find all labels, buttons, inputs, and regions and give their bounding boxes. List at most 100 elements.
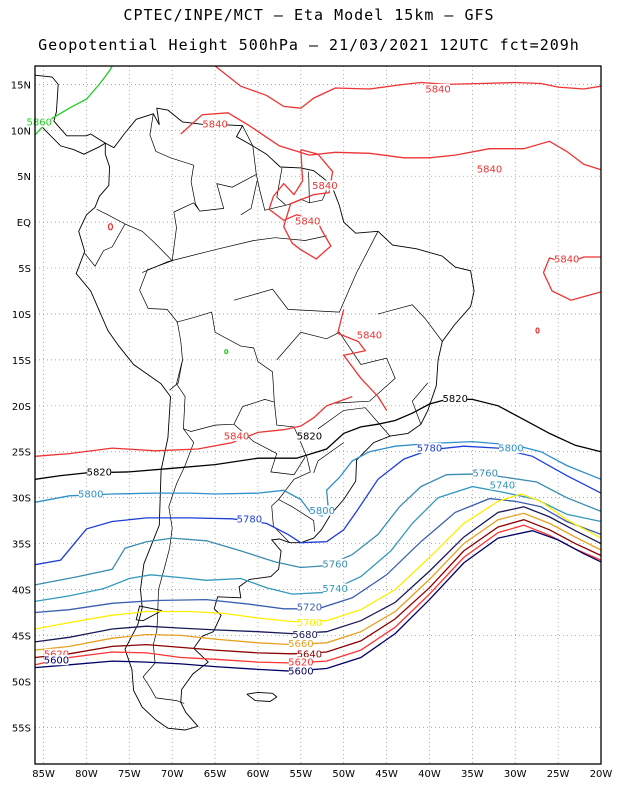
contour-line-5840 <box>180 112 602 171</box>
contour-line-5740 <box>34 485 602 603</box>
chart-subtitle: Geopotential Height 500hPa – 21/03/2021 … <box>38 36 580 54</box>
contour-label-bg <box>224 431 249 442</box>
falkland-islands <box>246 691 278 702</box>
contour-label-bg <box>288 666 313 677</box>
contour-label: 5840 <box>312 181 337 192</box>
lon-label: 40W <box>418 769 441 780</box>
contour-cell-5860 <box>224 348 229 355</box>
contour-label-bg <box>288 657 313 668</box>
contour-label: 5840 <box>357 331 382 342</box>
chart-title: CPTEC/INPE/MCT – Eta Model 15km – GFS <box>123 6 495 24</box>
contour-label: 5720 <box>297 602 322 613</box>
lon-label: 25W <box>547 769 570 780</box>
contour-label-bg <box>297 648 322 659</box>
contour-label: 5840 <box>425 84 450 95</box>
contour-label: 5680 <box>292 630 317 641</box>
contour-label: 5840 <box>224 432 249 443</box>
contour-label: 5780 <box>237 514 262 525</box>
contour-label-bg <box>426 83 451 94</box>
lon-label: 80W <box>75 769 98 780</box>
country-border <box>176 311 315 532</box>
country-border <box>233 231 379 313</box>
contour-label-bg <box>237 513 262 524</box>
lat-label: EQ <box>17 218 31 229</box>
contour-label-bg <box>323 558 348 569</box>
lon-label: 75W <box>118 769 141 780</box>
country-border <box>142 235 327 273</box>
lat-label: 5S <box>18 264 31 275</box>
lat-label: 10S <box>12 310 31 321</box>
contour-label: 5800 <box>78 489 103 500</box>
contour-label: 5700 <box>297 618 322 629</box>
lat-label: 35S <box>12 540 31 551</box>
south-america-coastline <box>75 107 475 731</box>
lon-label: 50W <box>332 769 355 780</box>
contour-line-5620 <box>34 524 602 666</box>
lat-label: 45S <box>12 631 31 642</box>
country-border <box>233 423 306 476</box>
country-border <box>271 499 290 543</box>
contour-label: 5640 <box>297 649 322 660</box>
contour-label-bg <box>443 393 468 404</box>
contour-label: 5820 <box>442 394 467 405</box>
lon-label: 35W <box>461 769 484 780</box>
contour-label-bg <box>44 655 69 666</box>
longitude-labels: 85W 80W 75W 70W 65W 60W 55W 50W 45W 40W 35W 30W 25W 2… <box>32 769 612 780</box>
contour-label-bg <box>78 488 103 499</box>
lon-label: 60W <box>247 769 270 780</box>
plot-frame <box>34 65 602 765</box>
contour-cell-5840 <box>107 223 114 231</box>
country-border <box>313 442 344 474</box>
lon-label: 45W <box>375 769 398 780</box>
lon-label: 65W <box>204 769 227 780</box>
contour-line-5840 <box>336 309 388 411</box>
country-border <box>199 125 257 212</box>
contour-label: 5740 <box>490 480 515 491</box>
contour-label: 5840 <box>202 119 227 130</box>
contour-label-bg <box>477 163 502 174</box>
contour-label: 5600 <box>288 667 313 678</box>
contour-label-bg <box>310 505 335 516</box>
contour-label-bg <box>203 118 228 129</box>
coastline-and-borders <box>34 74 475 731</box>
contour-label: 5620 <box>288 658 313 669</box>
contour-label: 5840 <box>554 254 579 265</box>
contour-label-bg <box>297 601 322 612</box>
country-border <box>317 407 391 437</box>
lat-label: 15S <box>12 356 31 367</box>
contour-cell-5840 <box>535 327 540 334</box>
contour-label: 5820 <box>297 432 322 443</box>
contour-label-bg <box>297 431 322 442</box>
central-america-coastline <box>34 74 107 155</box>
lon-label: 55W <box>290 769 313 780</box>
contour-label-bg <box>554 253 579 264</box>
contour-label: 5760 <box>322 559 347 570</box>
contour-label-bg <box>323 583 348 594</box>
country-border <box>276 167 286 205</box>
contour-line-5840 <box>214 65 602 109</box>
contour-label-bg <box>293 629 318 640</box>
country-border <box>411 382 429 425</box>
contour-label: 5820 <box>87 467 112 478</box>
country-border <box>276 331 340 361</box>
contour-label: 5740 <box>322 584 347 595</box>
contour-label: 5840 <box>477 164 502 175</box>
contour-label: 5600 <box>44 656 69 667</box>
contour-label: 5760 <box>473 468 498 479</box>
country-border <box>142 359 195 704</box>
country-border <box>240 180 258 216</box>
country-border <box>149 113 201 261</box>
contour-label-bg <box>417 443 442 454</box>
contour-line-5760 <box>34 473 602 586</box>
contour-label: 5860 <box>27 118 52 129</box>
contour-label-bg <box>44 648 69 659</box>
contour-line-5840 <box>542 256 602 301</box>
country-border <box>84 208 126 267</box>
contour-label: 5800 <box>310 506 335 517</box>
lat-label: 15N <box>11 80 31 91</box>
contour-line-5680 <box>34 506 602 643</box>
contour-line-5820 <box>34 398 602 480</box>
lon-label: 30W <box>504 769 527 780</box>
lat-label: 20S <box>12 402 31 413</box>
